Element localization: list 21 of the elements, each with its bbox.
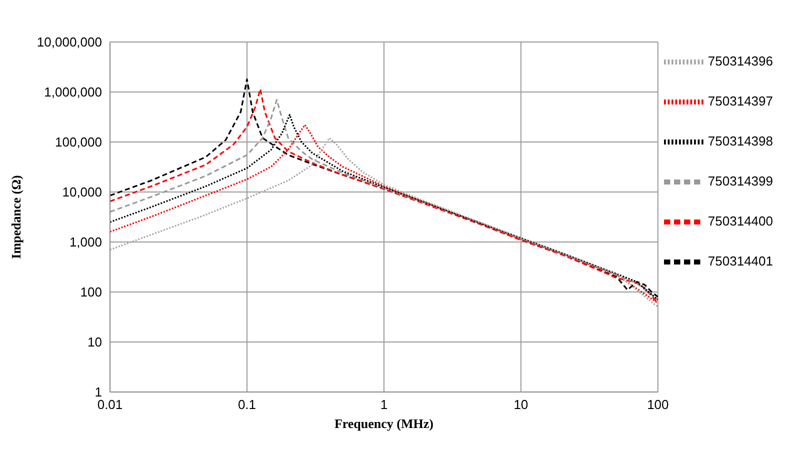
- y-tick-label: 10: [88, 334, 102, 350]
- x-tick-label: 100: [647, 397, 669, 412]
- y-tick-label: 1: [94, 384, 102, 400]
- x-tick-label: 1: [380, 397, 388, 412]
- y-tick-label: 1,000: [69, 234, 102, 250]
- y-tick-label: 100,000: [55, 134, 102, 150]
- legend-label: 750314397: [708, 93, 773, 108]
- legend-label: 750314401: [708, 253, 773, 268]
- legend-label: 750314396: [708, 53, 773, 68]
- x-axis-title: Frequency (MHz): [334, 416, 434, 431]
- legend-label: 750314398: [708, 133, 773, 148]
- x-tick-label: 10: [514, 397, 528, 412]
- legend-label: 750314400: [708, 213, 773, 228]
- legend-label: 750314399: [708, 173, 773, 188]
- x-tick-label: 0.1: [238, 397, 256, 412]
- y-axis-title: Impedance (Ω): [8, 175, 24, 259]
- y-tick-label: 1,000,000: [44, 84, 102, 100]
- y-tick-label: 10,000,000: [36, 34, 102, 50]
- y-tick-label: 100: [80, 284, 102, 300]
- y-tick-label: 10,000: [62, 184, 102, 200]
- x-tick-label: 0.01: [97, 397, 123, 412]
